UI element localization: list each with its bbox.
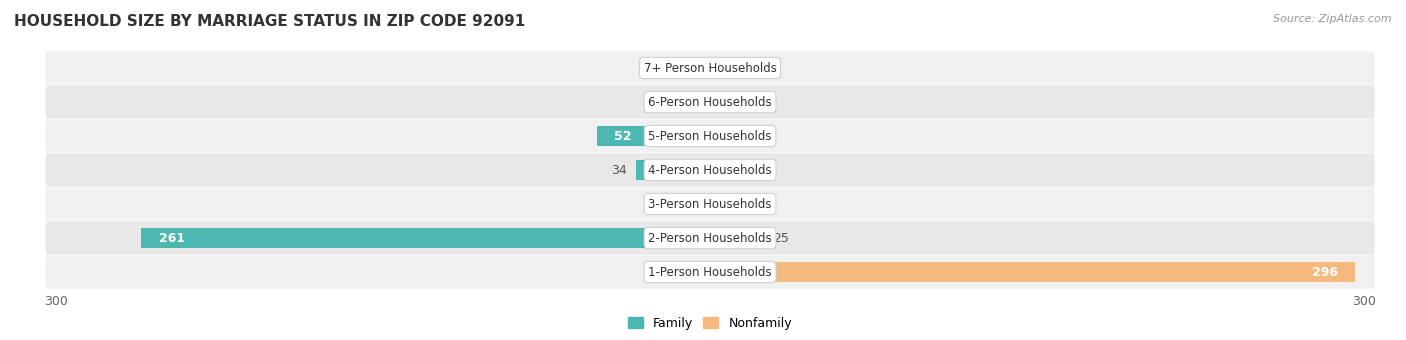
Bar <box>636 160 710 180</box>
Text: 4-Person Households: 4-Person Households <box>648 164 772 176</box>
Text: 261: 261 <box>159 232 184 244</box>
Text: 0: 0 <box>718 198 727 210</box>
Text: Source: ZipAtlas.com: Source: ZipAtlas.com <box>1274 14 1392 23</box>
Text: 7+ Person Households: 7+ Person Households <box>644 62 776 74</box>
Text: 296: 296 <box>1312 266 1337 278</box>
FancyBboxPatch shape <box>45 153 1375 187</box>
Bar <box>141 228 710 248</box>
Text: 6-Person Households: 6-Person Households <box>648 96 772 108</box>
Text: 0: 0 <box>718 164 727 176</box>
FancyBboxPatch shape <box>45 255 1375 289</box>
Text: HOUSEHOLD SIZE BY MARRIAGE STATUS IN ZIP CODE 92091: HOUSEHOLD SIZE BY MARRIAGE STATUS IN ZIP… <box>14 14 526 29</box>
Text: 3-Person Households: 3-Person Households <box>648 198 772 210</box>
Bar <box>596 126 710 146</box>
Bar <box>710 228 765 248</box>
Text: 25: 25 <box>773 232 789 244</box>
FancyBboxPatch shape <box>45 85 1375 119</box>
Text: 2-Person Households: 2-Person Households <box>648 232 772 244</box>
Bar <box>710 262 1355 282</box>
Text: 0: 0 <box>718 130 727 142</box>
Text: 1-Person Households: 1-Person Households <box>648 266 772 278</box>
Text: 0: 0 <box>693 62 702 74</box>
Text: 0: 0 <box>718 62 727 74</box>
Text: 52: 52 <box>614 130 631 142</box>
Text: 34: 34 <box>612 164 627 176</box>
Text: 0: 0 <box>718 96 727 108</box>
Legend: Family, Nonfamily: Family, Nonfamily <box>623 312 797 335</box>
FancyBboxPatch shape <box>45 51 1375 85</box>
Text: 5-Person Households: 5-Person Households <box>648 130 772 142</box>
Text: 0: 0 <box>693 266 702 278</box>
Text: 0: 0 <box>693 198 702 210</box>
FancyBboxPatch shape <box>45 187 1375 221</box>
FancyBboxPatch shape <box>45 221 1375 255</box>
Text: 0: 0 <box>693 96 702 108</box>
FancyBboxPatch shape <box>45 119 1375 153</box>
